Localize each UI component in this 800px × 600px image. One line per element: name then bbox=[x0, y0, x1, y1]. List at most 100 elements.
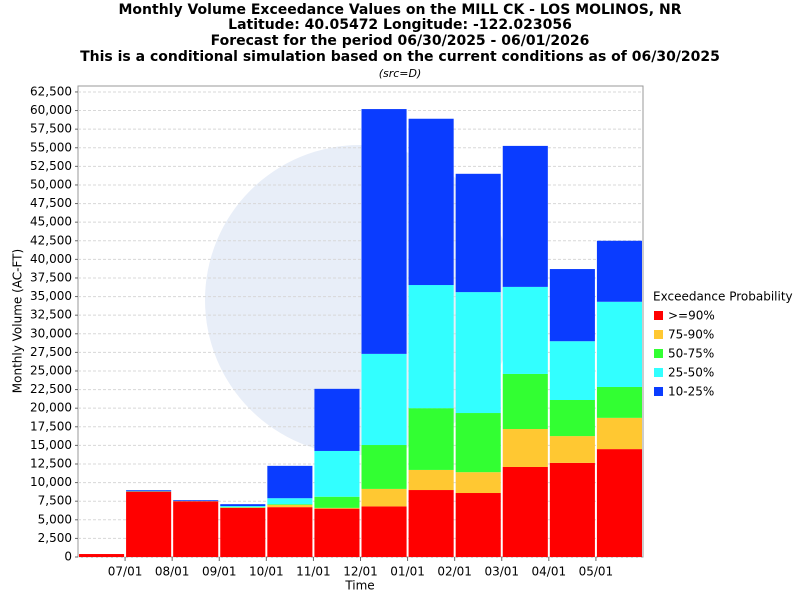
legend-title: Exceedance Probability bbox=[653, 290, 793, 304]
bar-segment bbox=[549, 341, 595, 400]
bar-segment bbox=[502, 145, 548, 287]
x-tick-label: 09/01 bbox=[202, 565, 237, 579]
x-tick-label: 07/01 bbox=[108, 565, 143, 579]
y-tick-label: 27,500 bbox=[30, 345, 72, 359]
y-tick-label: 30,000 bbox=[30, 326, 72, 340]
subtitle: Forecast for the period 06/30/2025 - 06/… bbox=[211, 33, 590, 49]
bar-segment bbox=[267, 504, 313, 505]
y-axis-label: Monthly Volume (AC-FT) bbox=[11, 249, 25, 393]
y-tick-label: 45,000 bbox=[30, 215, 72, 229]
bar-segment bbox=[361, 353, 407, 446]
bar-segment bbox=[361, 488, 407, 507]
legend-label: 25-50% bbox=[668, 366, 714, 380]
y-tick-label: 57,500 bbox=[30, 122, 72, 136]
bar-segment bbox=[408, 285, 454, 409]
x-tick-label: 01/01 bbox=[390, 565, 425, 579]
note: (src=D) bbox=[379, 67, 422, 80]
legend-swatch bbox=[654, 368, 663, 377]
y-tick-label: 55,000 bbox=[30, 140, 72, 154]
y-tick-label: 17,500 bbox=[30, 419, 72, 433]
bar-segment bbox=[408, 408, 454, 470]
legend-swatch bbox=[654, 311, 663, 320]
bar-segment bbox=[502, 373, 548, 430]
bar-segment bbox=[549, 400, 595, 437]
bar-segment bbox=[314, 388, 360, 451]
x-tick-label: 03/01 bbox=[484, 565, 519, 579]
y-tick-label: 22,500 bbox=[30, 382, 72, 396]
legend-label: 50-75% bbox=[668, 347, 714, 361]
x-tick-label: 10/01 bbox=[249, 565, 284, 579]
bar-segment bbox=[314, 496, 360, 508]
bar-segment bbox=[314, 508, 360, 557]
legend-swatch bbox=[654, 387, 663, 396]
y-tick-label: 12,500 bbox=[30, 456, 72, 470]
x-tick-label: 05/01 bbox=[579, 565, 614, 579]
y-tick-label: 7,500 bbox=[38, 494, 72, 508]
bar-segment bbox=[549, 269, 595, 342]
legend-label: 10-25% bbox=[668, 385, 714, 399]
bar-segment bbox=[455, 413, 501, 473]
bar-segment bbox=[502, 286, 548, 374]
y-tick-label: 40,000 bbox=[30, 252, 72, 266]
bar-segment bbox=[455, 472, 501, 494]
bar-segment bbox=[126, 491, 172, 557]
y-tick-label: 35,000 bbox=[30, 289, 72, 303]
bar-segment bbox=[408, 118, 454, 286]
bar-segment bbox=[220, 507, 266, 557]
x-axis-label: Time bbox=[344, 579, 374, 593]
subtitle: This is a conditional simulation based o… bbox=[80, 49, 720, 65]
bar-segment bbox=[596, 449, 642, 557]
x-tick-label: 11/01 bbox=[296, 565, 331, 579]
chart-title: Monthly Volume Exceedance Values on the … bbox=[118, 2, 681, 18]
bar-segment bbox=[79, 554, 125, 557]
y-tick-label: 50,000 bbox=[30, 177, 72, 191]
bar-segment bbox=[455, 493, 501, 557]
bar-segment bbox=[361, 109, 407, 354]
bar-segment bbox=[173, 501, 219, 557]
bar-segment bbox=[596, 417, 642, 450]
bar-segment bbox=[596, 240, 642, 302]
y-tick-label: 25,000 bbox=[30, 363, 72, 377]
y-tick-label: 10,000 bbox=[30, 475, 72, 489]
bar-segment bbox=[502, 429, 548, 467]
x-tick-label: 02/01 bbox=[437, 565, 472, 579]
bar-segment bbox=[267, 507, 313, 557]
bar-segment bbox=[220, 504, 266, 507]
y-tick-label: 62,500 bbox=[30, 84, 72, 98]
y-tick-label: 47,500 bbox=[30, 196, 72, 210]
bar-segment bbox=[455, 173, 501, 293]
bar-segment bbox=[502, 466, 548, 557]
y-tick-label: 20,000 bbox=[30, 401, 72, 415]
bar-segment bbox=[126, 490, 172, 492]
bar-segment bbox=[361, 445, 407, 489]
bar-segment bbox=[408, 469, 454, 491]
bar-segment bbox=[596, 301, 642, 387]
x-tick-label: 04/01 bbox=[532, 565, 567, 579]
x-tick-label: 12/01 bbox=[343, 565, 378, 579]
x-tick-label: 08/01 bbox=[155, 565, 190, 579]
y-tick-label: 0 bbox=[64, 550, 72, 564]
y-tick-label: 2,500 bbox=[38, 531, 72, 545]
bar-segment bbox=[549, 436, 595, 463]
subtitle: Latitude: 40.05472 Longitude: -122.02305… bbox=[228, 17, 572, 33]
y-tick-label: 32,500 bbox=[30, 308, 72, 322]
bar-segment bbox=[173, 500, 219, 501]
legend-label: 75-90% bbox=[668, 328, 714, 342]
bar-segment bbox=[126, 490, 172, 491]
bar-segment bbox=[549, 462, 595, 557]
bar-segment bbox=[314, 507, 360, 509]
legend-swatch bbox=[654, 330, 663, 339]
y-tick-label: 60,000 bbox=[30, 103, 72, 117]
bar-segment bbox=[220, 506, 266, 508]
bar-segment bbox=[314, 450, 360, 497]
legend-label: >=90% bbox=[668, 309, 715, 323]
y-tick-label: 37,500 bbox=[30, 270, 72, 284]
y-tick-label: 5,000 bbox=[38, 512, 72, 526]
bar-segment bbox=[361, 506, 407, 557]
bar-segment bbox=[596, 386, 642, 418]
bar-segment bbox=[408, 490, 454, 557]
legend-swatch bbox=[654, 349, 663, 358]
y-tick-label: 52,500 bbox=[30, 159, 72, 173]
